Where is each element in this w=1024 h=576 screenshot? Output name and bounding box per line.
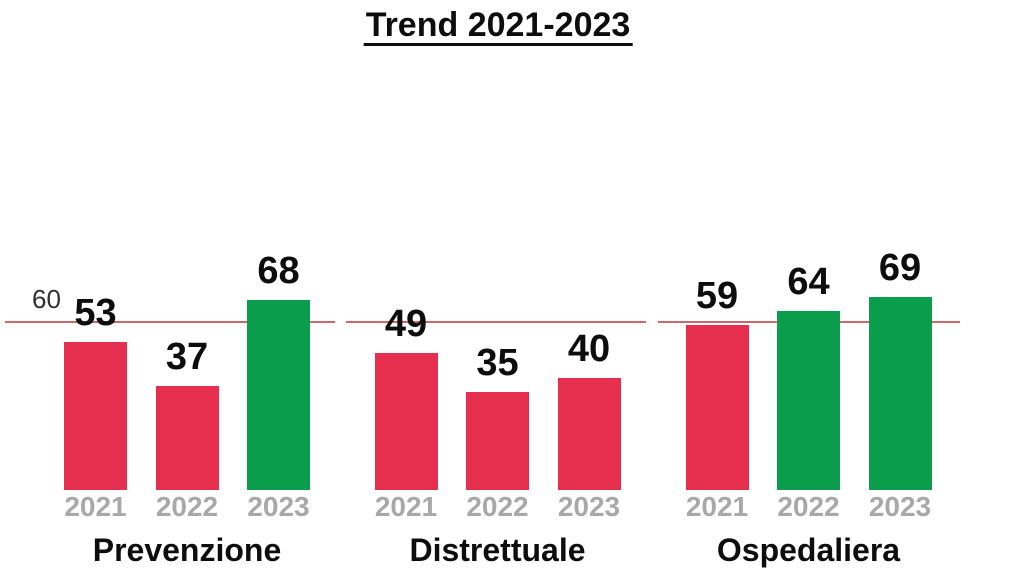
reference-line-label: 60 bbox=[32, 284, 61, 314]
bar-value-label: 49 bbox=[384, 302, 428, 345]
bar-value-label: 35 bbox=[476, 342, 519, 384]
bar-value-label: 37 bbox=[165, 336, 209, 379]
bar bbox=[557, 378, 621, 490]
bar-year-label: 2023 bbox=[868, 491, 932, 522]
reference-line-segment bbox=[5, 321, 335, 323]
bar bbox=[466, 392, 529, 490]
reference-line-segment bbox=[346, 321, 646, 323]
group-label: Distrettuale bbox=[409, 532, 586, 568]
bar-value-label: 68 bbox=[257, 249, 300, 292]
bar-value-label: 69 bbox=[878, 246, 922, 289]
bar bbox=[868, 296, 932, 490]
bar-value-label: 59 bbox=[695, 274, 739, 317]
bar-year-label: 2023 bbox=[247, 491, 310, 522]
bar bbox=[374, 352, 438, 490]
bar-value-label: 64 bbox=[787, 260, 830, 303]
bar-year-label: 2022 bbox=[777, 491, 840, 522]
bar bbox=[685, 324, 749, 490]
bar-year-label: 2022 bbox=[155, 491, 219, 522]
group-label: Ospedaliera bbox=[716, 532, 901, 568]
bar-year-label: 2021 bbox=[374, 491, 438, 522]
bar-value-label: 53 bbox=[74, 291, 117, 334]
group-label: Prevenzione bbox=[92, 532, 282, 568]
bar bbox=[777, 310, 840, 490]
bar-value-label: 40 bbox=[567, 328, 611, 370]
bar-year-label: 2021 bbox=[685, 491, 749, 522]
bar-year-label: 2022 bbox=[466, 491, 529, 522]
bar bbox=[64, 341, 127, 490]
chart-title: Trend 2021-2023 bbox=[363, 6, 633, 46]
bar bbox=[155, 386, 219, 490]
bar bbox=[247, 299, 310, 490]
bar-year-label: 2023 bbox=[557, 491, 621, 522]
bar-year-label: 2021 bbox=[64, 491, 127, 522]
